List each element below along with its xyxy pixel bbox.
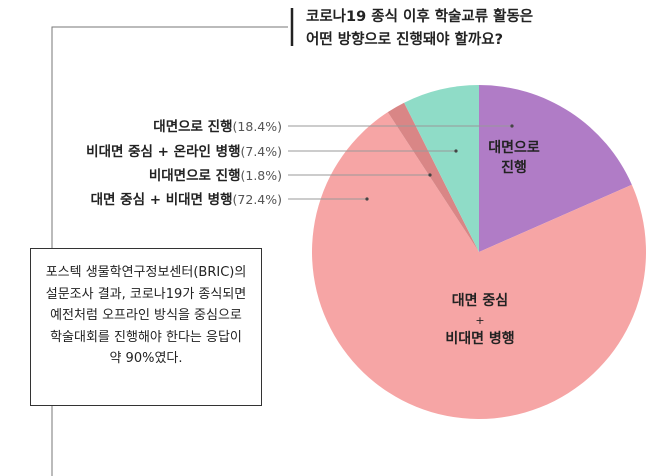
leader-dot-대면-중심-+-비대면-병행 (365, 197, 369, 201)
legend-label-대면-중심-+-비대면-병행: 대면 중심 + 비대면 병행(72.4%) (91, 191, 282, 208)
pie-slices (312, 85, 647, 419)
chart-title-line-1: 코로나19 종식 이후 학술교류 활동은 (306, 7, 533, 25)
chart-title-line-2: 어떤 방향으로 진행돼야 할까요? (306, 30, 503, 48)
survey-note: 포스텍 생물학연구정보센터(BRIC)의 설문조사 결과, 코로나19가 종식되… (30, 248, 262, 406)
note-line: 약 90%였다. (109, 351, 183, 366)
pie-slice-대면-중심-+-비대면-병행 (312, 112, 647, 419)
note-line: 학술대회를 진행해야 한다는 응답이 (50, 329, 242, 345)
leader-dot-비대면-중심-+-온라인-병행 (454, 149, 458, 153)
pie-slice-비대면-중심-+-온라인-병행 (404, 85, 479, 252)
leader-lines (288, 124, 514, 201)
pie-slice-대면으로-진행 (479, 85, 632, 252)
note-line: 포스텍 생물학연구정보센터(BRIC)의 (45, 265, 247, 280)
slice-label-대면으로-진행: 진행 (501, 159, 527, 176)
legend-label-대면으로-진행: 대면으로 진행(18.4%) (153, 118, 282, 135)
note-line: 설문조사 결과, 코로나19가 종식되면 (45, 286, 247, 302)
slice-label-대면으로-진행: 대면으로 (488, 139, 540, 156)
legend-label-비대면-중심-+-온라인-병행: 비대면 중심 + 온라인 병행(7.4%) (86, 143, 282, 160)
slice-label-대면-중심-+-비대면-병행: + (475, 314, 484, 327)
leader-dot-대면으로-진행 (510, 124, 514, 128)
pie-slice-비대면으로-진행 (387, 102, 479, 252)
leader-dot-비대면으로-진행 (428, 173, 432, 177)
legend: 대면으로 진행(18.4%) 비대면 중심 + 온라인 병행(7.4%) 비대면으로… (86, 118, 282, 208)
slice-label-대면-중심-+-비대면-병행: 대면 중심 (452, 292, 508, 309)
slice-label-대면-중심-+-비대면-병행: 비대면 병행 (445, 330, 514, 347)
legend-label-비대면으로-진행: 비대면으로 진행(1.8%) (149, 167, 282, 184)
note-line: 예전처럼 오프라인 방식을 중심으로 (50, 308, 242, 323)
